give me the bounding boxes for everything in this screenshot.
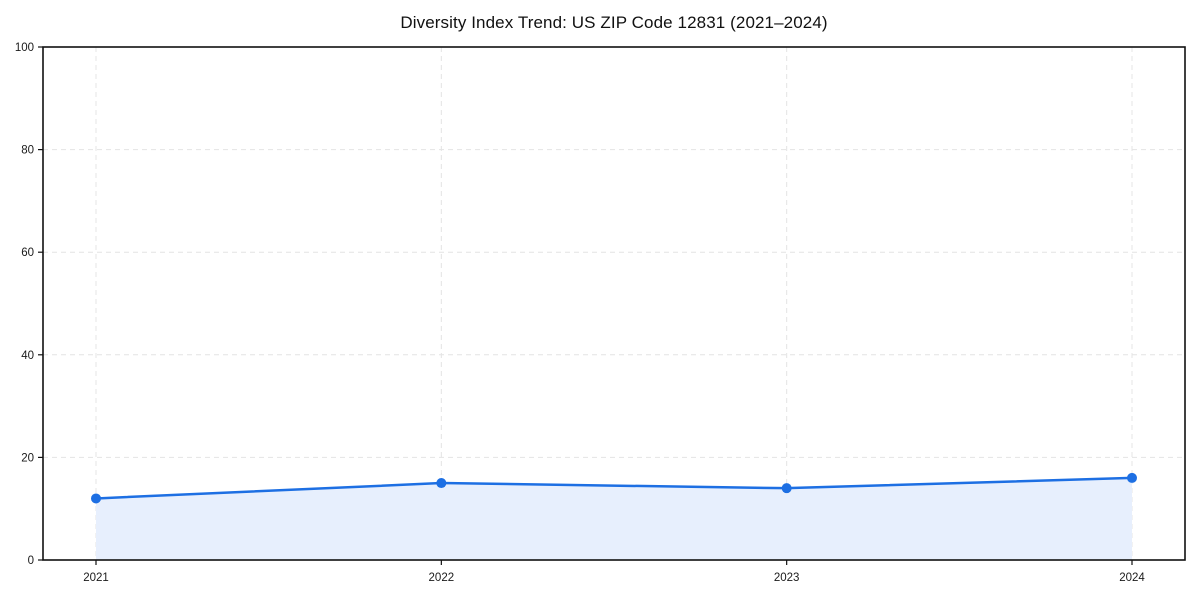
data-point-marker xyxy=(91,493,101,504)
series-line xyxy=(94,476,1134,500)
y-tick-label: 20 xyxy=(21,452,34,464)
x-tick-label: 2023 xyxy=(774,572,800,584)
x-tick-label: 2024 xyxy=(1119,572,1145,584)
y-tick-label: 0 xyxy=(28,555,34,567)
y-tick-label: 60 xyxy=(21,247,34,259)
data-point-marker xyxy=(781,483,792,494)
plot-frame xyxy=(42,46,1186,561)
y-tick-label: 40 xyxy=(21,350,34,362)
x-tick-label: 2021 xyxy=(83,572,109,584)
data-point-marker xyxy=(436,478,447,489)
series-area-fill xyxy=(96,477,1132,560)
x-tick-label: 2022 xyxy=(429,572,455,584)
y-tick-label: 100 xyxy=(15,42,34,54)
y-tick-label: 80 xyxy=(21,145,34,157)
chart-title: Diversity Index Trend: US ZIP Code 12831… xyxy=(400,13,828,32)
data-point-marker xyxy=(1127,472,1137,483)
